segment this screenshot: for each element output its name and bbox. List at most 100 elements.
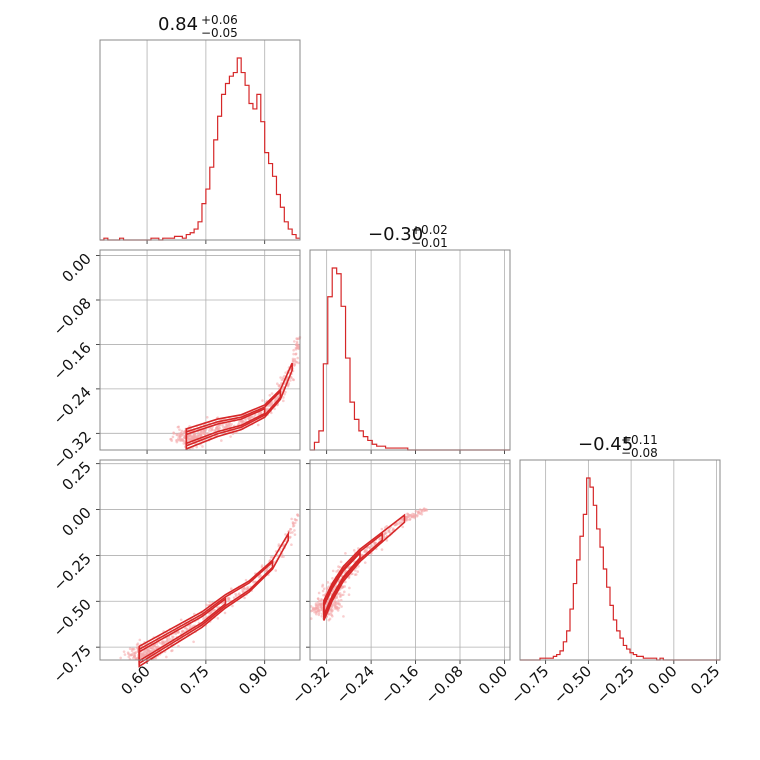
sample-point bbox=[322, 587, 326, 591]
sample-point bbox=[283, 392, 286, 396]
sample-point bbox=[328, 617, 332, 621]
sample-point bbox=[414, 509, 418, 513]
sample-point bbox=[291, 531, 294, 534]
sample-point bbox=[333, 603, 337, 607]
sample-point bbox=[176, 425, 180, 429]
sample-point bbox=[343, 590, 346, 594]
sample-point bbox=[294, 343, 298, 346]
sample-point bbox=[226, 425, 229, 429]
sample-point bbox=[424, 508, 428, 511]
y-tick-label: 0.00 bbox=[58, 250, 94, 286]
histogram-step-line bbox=[520, 477, 720, 661]
panel-frame bbox=[309, 249, 511, 451]
x-tick-label: −0.50 bbox=[550, 662, 595, 707]
sample-point bbox=[179, 431, 183, 435]
panel-frame bbox=[99, 459, 301, 661]
sample-point bbox=[257, 411, 261, 415]
sample-point bbox=[128, 647, 132, 651]
sample-point bbox=[134, 651, 137, 655]
sample-point bbox=[192, 640, 195, 644]
sample-point bbox=[380, 548, 384, 551]
sample-point bbox=[163, 640, 167, 643]
sample-point bbox=[239, 419, 243, 423]
sample-point bbox=[177, 644, 180, 648]
sample-point bbox=[270, 392, 274, 395]
sample-point bbox=[205, 415, 209, 419]
sample-point bbox=[290, 517, 293, 521]
sample-point bbox=[289, 527, 293, 531]
sample-point bbox=[292, 378, 296, 382]
sample-point bbox=[333, 599, 337, 603]
sample-point bbox=[284, 371, 287, 374]
density-contour bbox=[323, 551, 361, 616]
sample-point bbox=[295, 340, 299, 344]
sample-point bbox=[378, 538, 381, 541]
sample-point bbox=[130, 653, 134, 657]
sample-point bbox=[398, 520, 401, 523]
sample-point bbox=[292, 348, 295, 352]
sample-point bbox=[149, 650, 153, 653]
sample-point bbox=[279, 376, 282, 379]
sample-point bbox=[138, 638, 142, 642]
histogram-step-line bbox=[100, 57, 300, 241]
sample-point bbox=[347, 593, 351, 596]
density-contour bbox=[185, 407, 266, 445]
sample-point bbox=[312, 606, 315, 610]
sample-point bbox=[202, 430, 206, 434]
sample-point bbox=[421, 510, 424, 513]
sample-point bbox=[278, 384, 281, 387]
x-tick-label: 0.00 bbox=[644, 662, 680, 698]
sample-point bbox=[314, 602, 318, 605]
panel-title-plus: +0.02 bbox=[411, 223, 448, 237]
sample-point bbox=[246, 586, 250, 589]
histogram-panel-z-marginal: −0.75−0.50−0.25 0.00 0.25 −0.45+0.11−0.08 bbox=[507, 433, 723, 707]
sample-point bbox=[210, 429, 213, 432]
sample-point bbox=[187, 435, 191, 438]
sample-point bbox=[180, 429, 184, 433]
sample-point bbox=[177, 437, 180, 440]
x-tick-label: 0.00 bbox=[475, 662, 511, 698]
sample-point bbox=[409, 515, 413, 518]
sample-point bbox=[314, 612, 318, 616]
sample-point bbox=[297, 347, 301, 351]
sample-point bbox=[165, 655, 168, 659]
panel-title-plus: +0.11 bbox=[621, 433, 658, 447]
panel-title-plus: +0.06 bbox=[201, 13, 238, 27]
sample-point bbox=[385, 524, 389, 528]
sample-point bbox=[317, 611, 321, 615]
sample-point bbox=[130, 649, 134, 653]
panel-title-minus: −0.05 bbox=[201, 26, 238, 40]
x-tick-label: −0.75 bbox=[507, 662, 552, 707]
sample-point bbox=[296, 344, 300, 347]
sample-point bbox=[294, 346, 298, 350]
sample-point bbox=[178, 428, 181, 431]
sample-point bbox=[208, 429, 211, 432]
histogram-panel-y-marginal: −0.30+0.02−0.01 bbox=[309, 223, 511, 454]
sample-point bbox=[417, 511, 421, 514]
sample-point bbox=[348, 586, 351, 590]
sample-point bbox=[119, 656, 122, 660]
sample-point bbox=[208, 427, 212, 430]
panel-frame bbox=[519, 459, 721, 661]
y-tick-label: −0.50 bbox=[50, 595, 95, 640]
sample-point bbox=[321, 589, 325, 593]
sample-point bbox=[276, 382, 279, 386]
sample-point bbox=[287, 383, 290, 387]
sample-point bbox=[170, 649, 173, 653]
sample-point bbox=[192, 612, 196, 616]
sample-point bbox=[276, 554, 279, 557]
sample-point bbox=[331, 614, 334, 618]
sample-point bbox=[284, 390, 287, 394]
y-tick-label: −0.25 bbox=[50, 550, 95, 595]
sample-point bbox=[133, 655, 136, 659]
sample-point bbox=[292, 359, 295, 362]
sample-point bbox=[223, 611, 227, 615]
sample-point bbox=[344, 552, 347, 555]
sample-point bbox=[127, 655, 131, 659]
x-tick-label: −0.24 bbox=[333, 662, 378, 707]
sample-point bbox=[243, 596, 246, 600]
sample-point bbox=[274, 569, 278, 572]
sample-point bbox=[146, 649, 149, 652]
sample-point bbox=[347, 576, 351, 579]
sample-point bbox=[337, 599, 340, 602]
